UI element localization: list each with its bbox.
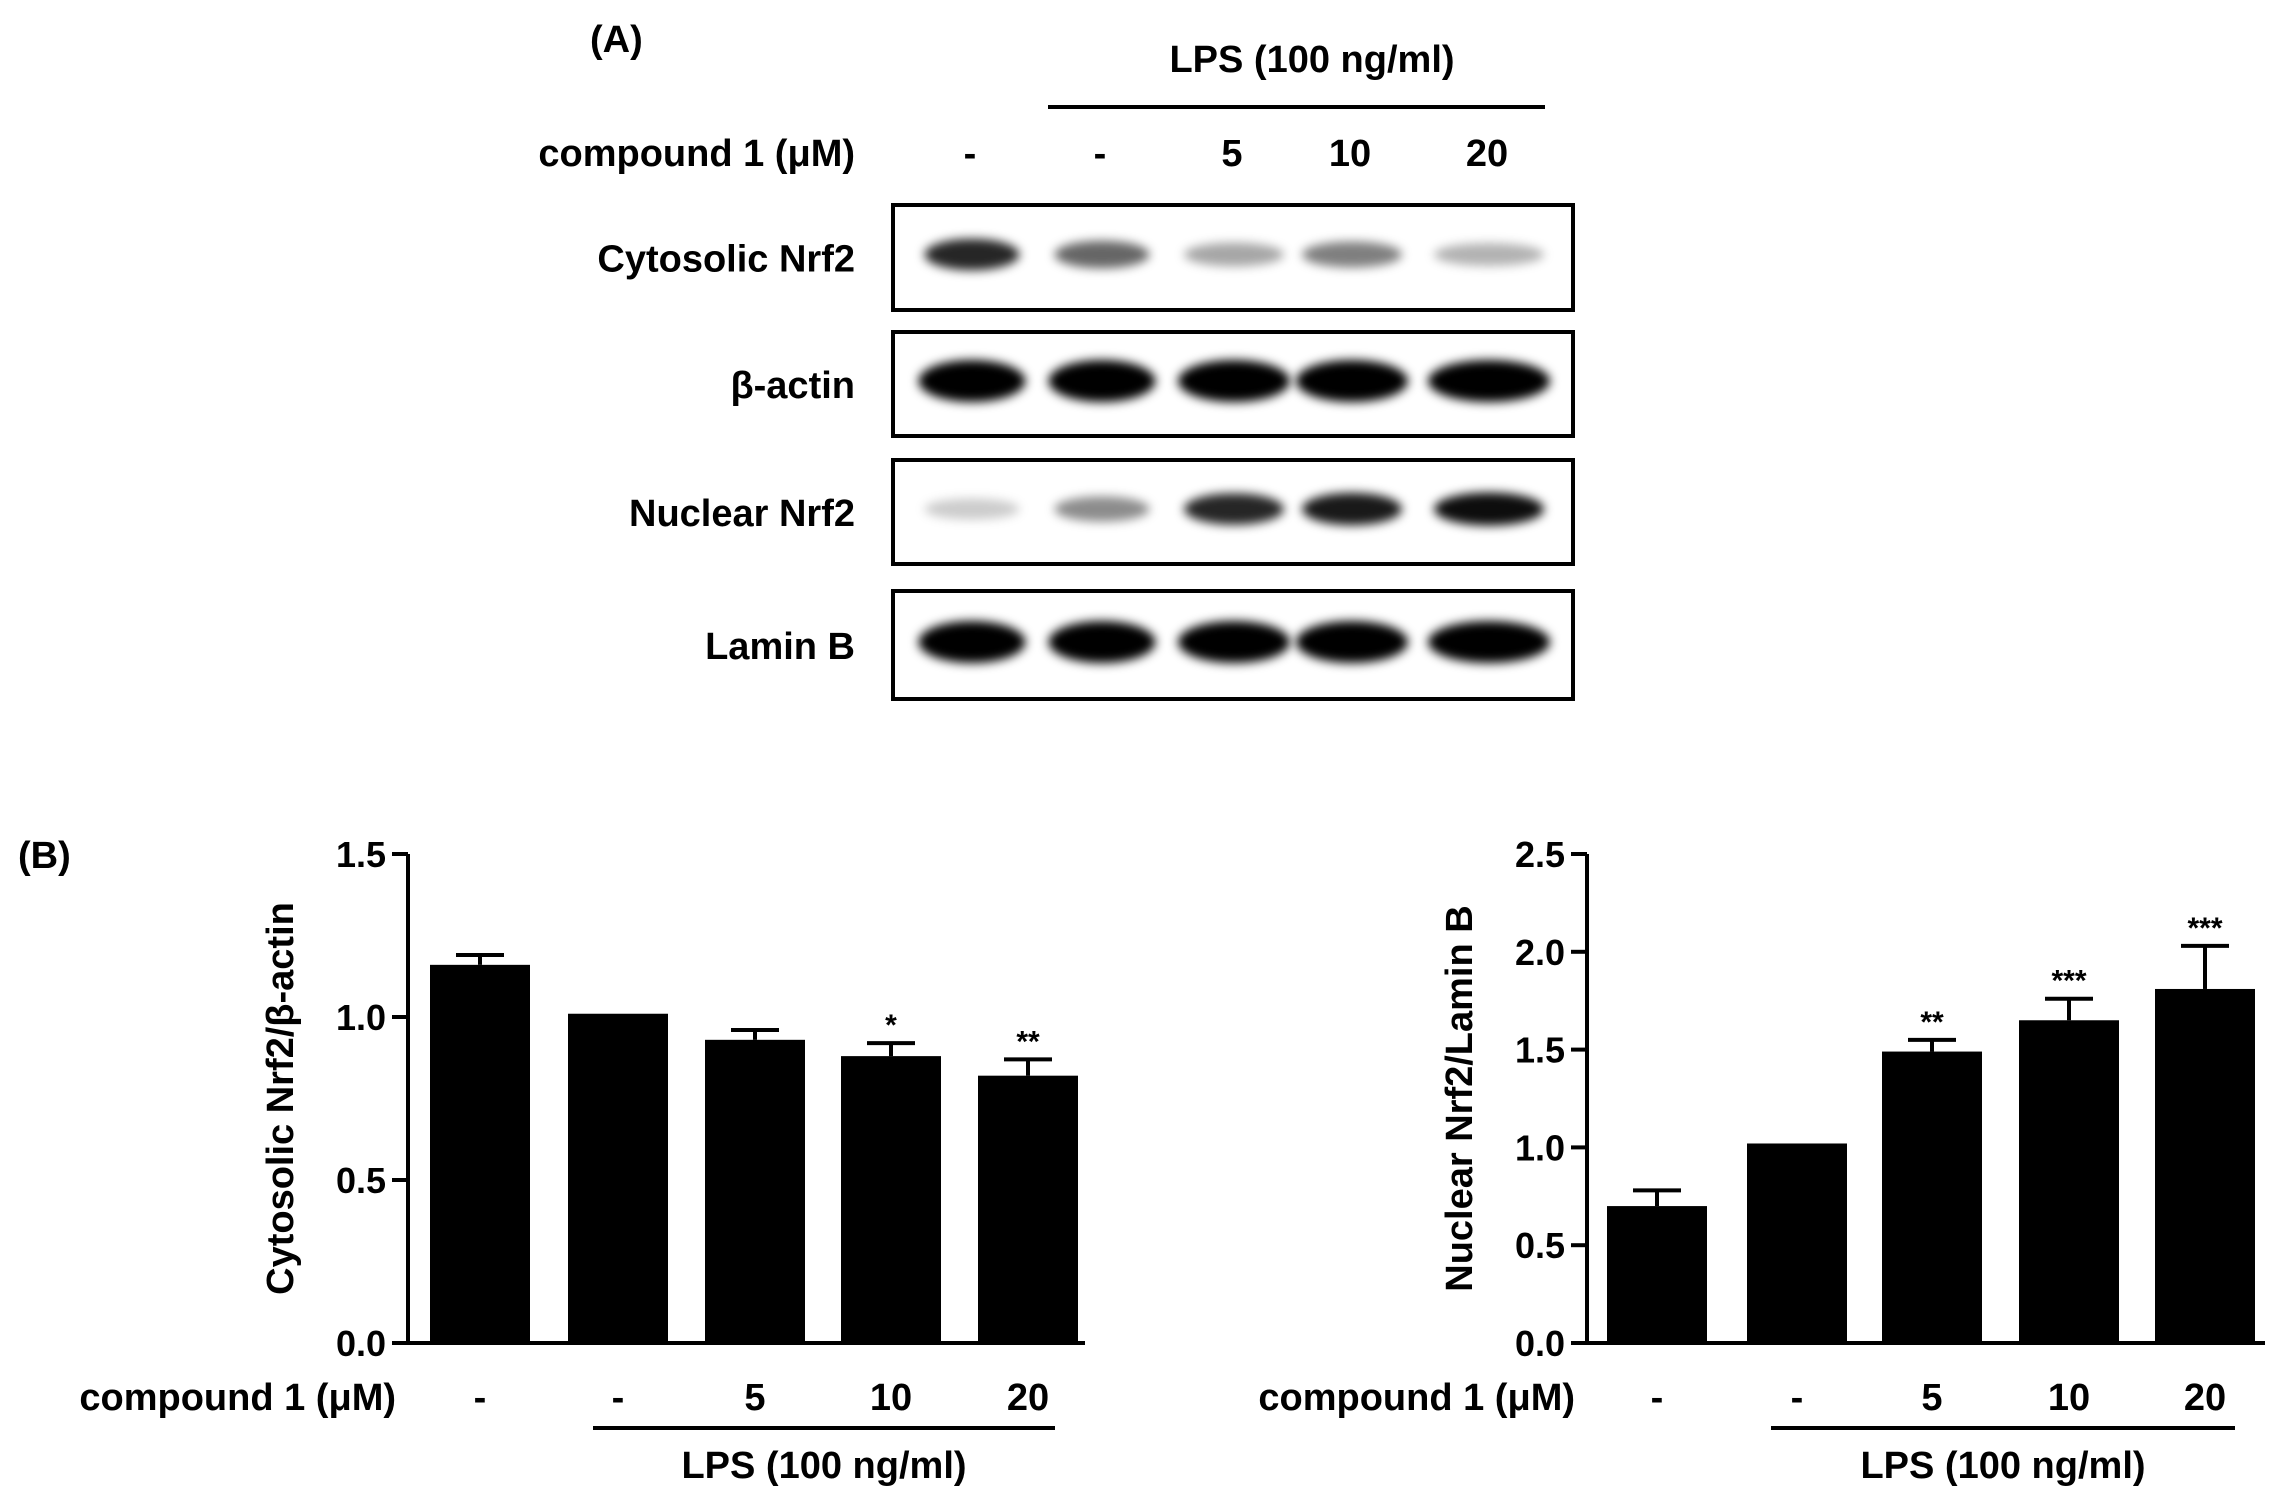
blot-band bbox=[1434, 492, 1544, 526]
bar bbox=[841, 1056, 941, 1343]
lps-group-label: LPS (100 ng/ml) bbox=[1860, 1445, 2145, 1487]
category-label: - bbox=[612, 1377, 625, 1419]
category-label: - bbox=[474, 1377, 487, 1419]
nuclear-nrf2-chart: 0.0 0.5 1.0 1.5 2.0 2.5 Nuclear Nrf2/Lamin B - -… bbox=[1258, 834, 2265, 1487]
bar bbox=[568, 1013, 668, 1343]
blot-band bbox=[1054, 240, 1150, 269]
blot-band bbox=[1048, 621, 1156, 663]
significance-label: ** bbox=[1920, 1006, 1944, 1039]
compound-label: compound 1 (μM) bbox=[538, 133, 855, 175]
category-label: 10 bbox=[2048, 1377, 2090, 1419]
significance-label: * bbox=[885, 1009, 897, 1042]
y-tick-label: 1.5 bbox=[336, 834, 386, 875]
category-label: 5 bbox=[744, 1377, 765, 1419]
significance-label: *** bbox=[2051, 965, 2086, 998]
y-axis-title: Cytosolic Nrf2/β-actin bbox=[260, 902, 302, 1295]
category-label: 5 bbox=[1921, 1377, 1942, 1419]
x-axis-title: compound 1 (μM) bbox=[1258, 1377, 1575, 1419]
cytosolic-nrf2-chart: 0.0 0.5 1.0 1.5 Cytosolic Nrf2/β-actin - - 5 * 10… bbox=[79, 834, 1085, 1487]
y-axis-title: Nuclear Nrf2/Lamin B bbox=[1439, 905, 1481, 1291]
category-label: 10 bbox=[870, 1377, 912, 1419]
y-tick-label: 1.5 bbox=[1515, 1030, 1565, 1071]
significance-label: ** bbox=[1016, 1025, 1040, 1058]
blots: Cytosolic Nrf2 β-actin Nuclear Nrf2 Lamin B bbox=[597, 203, 1575, 701]
blot-band bbox=[1302, 241, 1402, 268]
blot-band bbox=[1296, 360, 1408, 402]
blot-band bbox=[924, 238, 1020, 271]
blot-band bbox=[1434, 243, 1544, 266]
y-tick-label: 2.5 bbox=[1515, 834, 1565, 875]
dose-label: 5 bbox=[1221, 133, 1242, 175]
bar bbox=[1747, 1143, 1847, 1343]
blot-band bbox=[1048, 360, 1156, 402]
dose-label: - bbox=[964, 133, 977, 175]
y-tick-label: 0.0 bbox=[336, 1323, 386, 1364]
y-tick-label: 0.0 bbox=[1515, 1323, 1565, 1364]
panel-a-label: (A) bbox=[590, 19, 643, 61]
y-tick-label: 0.5 bbox=[1515, 1225, 1565, 1266]
blot-band bbox=[1302, 492, 1402, 526]
blot-band bbox=[1428, 360, 1550, 402]
dose-label: 10 bbox=[1329, 133, 1371, 175]
y-tick-label: 1.0 bbox=[336, 997, 386, 1038]
blot-band bbox=[924, 498, 1020, 520]
blot-label: Nuclear Nrf2 bbox=[629, 493, 855, 535]
blot-band bbox=[1428, 621, 1550, 663]
y-tick-label: 2.0 bbox=[1515, 932, 1565, 973]
dose-label: 20 bbox=[1466, 133, 1508, 175]
bar bbox=[978, 1075, 1078, 1343]
y-tick-label: 1.0 bbox=[1515, 1127, 1565, 1168]
blot-band bbox=[918, 360, 1026, 402]
y-tick-label: 0.5 bbox=[336, 1160, 386, 1201]
panel-b-label: (B) bbox=[18, 835, 71, 877]
category-label: 20 bbox=[1007, 1377, 1049, 1419]
category-label: - bbox=[1791, 1377, 1804, 1419]
x-axis-title: compound 1 (μM) bbox=[79, 1377, 396, 1419]
blot-band bbox=[1296, 621, 1408, 663]
lps-header: LPS (100 ng/ml) bbox=[1169, 39, 1454, 81]
significance-label: *** bbox=[2187, 912, 2222, 945]
lps-group-label: LPS (100 ng/ml) bbox=[681, 1445, 966, 1487]
blot-band bbox=[1184, 493, 1284, 525]
blot-band bbox=[1178, 621, 1290, 663]
bar bbox=[1607, 1206, 1707, 1343]
blot-band bbox=[918, 621, 1026, 663]
blot-label: β-actin bbox=[730, 365, 855, 407]
blot-band bbox=[1054, 496, 1150, 522]
blot-band bbox=[1178, 360, 1290, 402]
bar bbox=[2019, 1020, 2119, 1343]
blot-label: Lamin B bbox=[705, 626, 855, 668]
bar bbox=[705, 1039, 805, 1343]
blot-label: Cytosolic Nrf2 bbox=[597, 239, 855, 281]
category-label: 20 bbox=[2184, 1377, 2226, 1419]
bar bbox=[2155, 988, 2255, 1343]
bar bbox=[430, 964, 530, 1343]
bar bbox=[1882, 1051, 1982, 1343]
category-label: - bbox=[1651, 1377, 1664, 1419]
blot-band bbox=[1184, 242, 1284, 267]
dose-label: - bbox=[1094, 133, 1107, 175]
dose-labels: - - 5 10 20 bbox=[964, 133, 1508, 175]
